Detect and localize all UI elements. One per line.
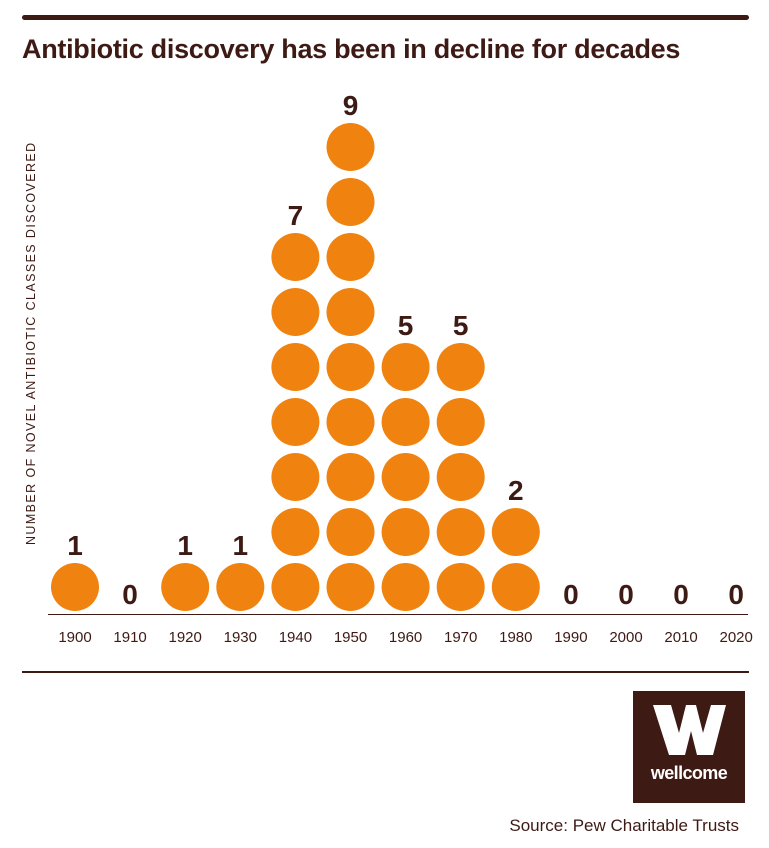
dot-1950-2 xyxy=(326,508,375,556)
value-label-2020: 0 xyxy=(728,579,744,610)
x-tick-label-1950: 1950 xyxy=(334,629,367,646)
x-tick-label-1910: 1910 xyxy=(113,629,146,646)
value-label-1900: 1 xyxy=(67,530,83,561)
x-tick-label-1960: 1960 xyxy=(389,629,422,646)
x-tick-label-2010: 2010 xyxy=(664,629,697,646)
x-tick-label-2020: 2020 xyxy=(720,629,753,646)
dot-1940-1 xyxy=(271,563,320,611)
dot-1970-5 xyxy=(436,343,485,391)
dot-1950-5 xyxy=(326,343,375,391)
dot-1940-2 xyxy=(271,508,320,556)
x-tick-label-1900: 1900 xyxy=(58,629,91,646)
value-label-1980: 2 xyxy=(508,475,524,506)
dot-1960-1 xyxy=(381,563,430,611)
x-tick-label-1940: 1940 xyxy=(279,629,312,646)
dot-1940-3 xyxy=(271,453,320,501)
dot-1980-1 xyxy=(491,563,540,611)
dot-chart: 1 1900 0 1910 1 1920 1 1930 7 1940 9 1950 5 1960 5 1970… xyxy=(48,90,753,646)
bottom-rule xyxy=(22,671,749,673)
dot-1940-7 xyxy=(271,233,320,281)
value-label-1990: 0 xyxy=(563,579,579,610)
dot-1950-3 xyxy=(326,453,375,501)
dot-1980-2 xyxy=(491,508,540,556)
w-logo-icon xyxy=(653,705,726,755)
dot-1970-4 xyxy=(436,398,485,446)
value-label-1910: 0 xyxy=(122,579,138,610)
dot-1900-1 xyxy=(51,563,99,611)
wellcome-logo: wellcome xyxy=(633,691,745,803)
dot-1970-1 xyxy=(436,563,485,611)
value-label-1940: 7 xyxy=(288,200,304,231)
value-label-2000: 0 xyxy=(618,579,634,610)
dot-1960-3 xyxy=(381,453,430,501)
top-rule xyxy=(22,15,749,20)
value-label-1970: 5 xyxy=(453,310,469,341)
chart-title: Antibiotic discovery has been in decline… xyxy=(22,34,681,64)
dot-1960-2 xyxy=(381,508,430,556)
x-tick-label-1980: 1980 xyxy=(499,629,532,646)
dot-1950-1 xyxy=(326,563,375,611)
dot-1930-1 xyxy=(216,563,265,611)
dot-1960-4 xyxy=(381,398,430,446)
dot-1970-3 xyxy=(436,453,485,501)
source-note: Source: Pew Charitable Trusts xyxy=(509,816,739,835)
dot-1950-9 xyxy=(326,123,375,171)
value-label-1950: 9 xyxy=(343,90,359,121)
dot-1970-2 xyxy=(436,508,485,556)
value-label-1930: 1 xyxy=(233,530,249,561)
dot-1950-8 xyxy=(326,178,375,226)
dot-1940-6 xyxy=(271,288,320,336)
value-label-1960: 5 xyxy=(398,310,414,341)
dot-1950-6 xyxy=(326,288,375,336)
dot-1920-1 xyxy=(161,563,210,611)
x-tick-label-1930: 1930 xyxy=(224,629,257,646)
dot-1950-4 xyxy=(326,398,375,446)
value-label-1920: 1 xyxy=(177,530,193,561)
dot-1960-5 xyxy=(381,343,430,391)
x-tick-label-1970: 1970 xyxy=(444,629,477,646)
logo-wordmark: wellcome xyxy=(650,763,728,783)
dot-1940-5 xyxy=(271,343,320,391)
dot-1940-4 xyxy=(271,398,320,446)
dot-1950-7 xyxy=(326,233,375,281)
x-tick-label-1920: 1920 xyxy=(169,629,202,646)
value-label-2010: 0 xyxy=(673,579,689,610)
x-tick-label-2000: 2000 xyxy=(609,629,642,646)
x-tick-label-1990: 1990 xyxy=(554,629,587,646)
